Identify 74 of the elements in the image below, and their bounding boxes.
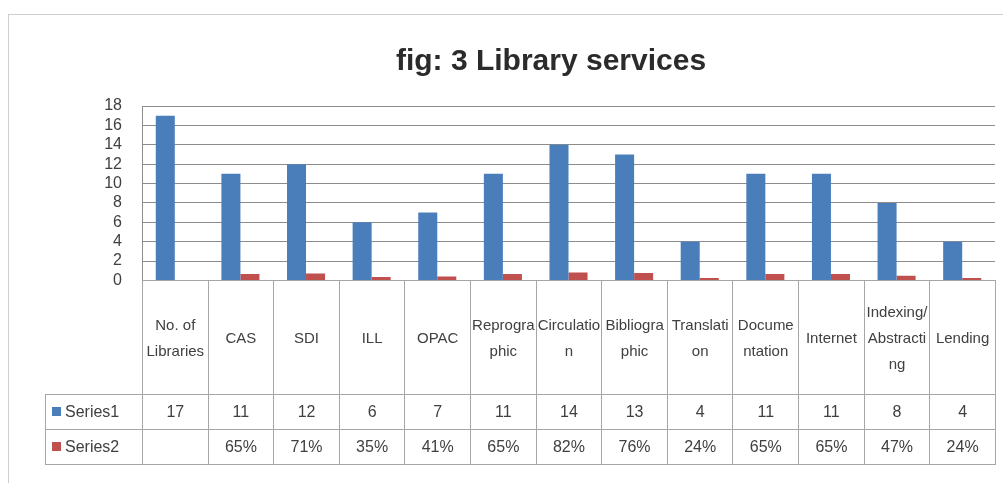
x-tick-label: Bibliographic [601,280,668,395]
y-tick-label: 8 [113,193,123,211]
bar [287,164,307,280]
y-tick-label: 10 [104,173,123,191]
bar [877,202,897,280]
data-label: 12 [273,394,340,430]
bar [437,276,457,280]
bar [765,274,785,280]
data-label: 11 [470,394,537,430]
data-label: 35% [339,429,405,465]
bar [568,272,588,280]
y-tick-label: 6 [113,212,123,230]
x-tick-label: OPAC [404,280,471,395]
data-label: 76% [601,429,668,465]
bar [943,241,963,280]
legend-label: Series2 [65,438,120,456]
y-tick-label: 16 [104,115,123,133]
bar [830,274,850,280]
y-tick-label: 18 [104,96,123,114]
data-label: 41% [404,429,471,465]
bar [352,222,372,280]
data-label: 11 [798,394,865,430]
bar [680,241,700,280]
data-label: 13 [601,394,668,430]
data-label: 4 [667,394,733,430]
bar [811,173,831,280]
data-label: 65% [798,429,865,465]
y-tick-label: 0 [113,270,123,288]
bar [306,273,326,280]
data-label: 65% [732,429,799,465]
bar [483,173,503,280]
y-tick-label: 12 [104,154,123,172]
data-label: 6 [339,394,405,430]
bar [371,277,391,280]
x-tick-label: Indexing/Abstracting [864,280,930,395]
data-label: 24% [929,429,996,465]
y-tick-label: 14 [104,135,123,153]
data-label: 24% [667,429,733,465]
bar [615,154,635,280]
bar [221,173,241,280]
y-tick-label: 4 [113,232,123,250]
bar [896,275,916,280]
data-label: 65% [208,429,274,465]
data-label: 4 [929,394,996,430]
x-tick-label: CAS [208,280,274,395]
data-label: 17 [142,394,209,430]
legend-label: Series1 [65,403,120,421]
x-tick-label: Translation [667,280,733,395]
x-tick-label: Internet [798,280,865,395]
bar [155,115,175,280]
data-label: 7 [404,394,471,430]
x-tick-label: Lending [929,280,996,395]
x-tick-label: No. of Libraries [142,280,209,395]
x-tick-label: Circulation [536,280,602,395]
data-label: 14 [536,394,602,430]
data-label: 11 [732,394,799,430]
data-label: 71% [273,429,340,465]
bar [634,273,654,280]
chart-title: fig: 3 Library services [394,42,708,78]
data-label: 65% [470,429,537,465]
data-label: 11 [208,394,274,430]
x-tick-label: Documentation [732,280,799,395]
x-tick-label: SDI [273,280,340,395]
bar [418,212,438,280]
bar [549,144,569,280]
bar [746,173,766,280]
x-tick-label: Reprographic [470,280,537,395]
data-label: 47% [864,429,930,465]
x-tick-label: ILL [339,280,405,395]
bar [502,274,522,280]
data-label: 82% [536,429,602,465]
data-label: 8 [864,394,930,430]
y-tick-label: 2 [113,251,123,269]
bar [240,274,260,280]
